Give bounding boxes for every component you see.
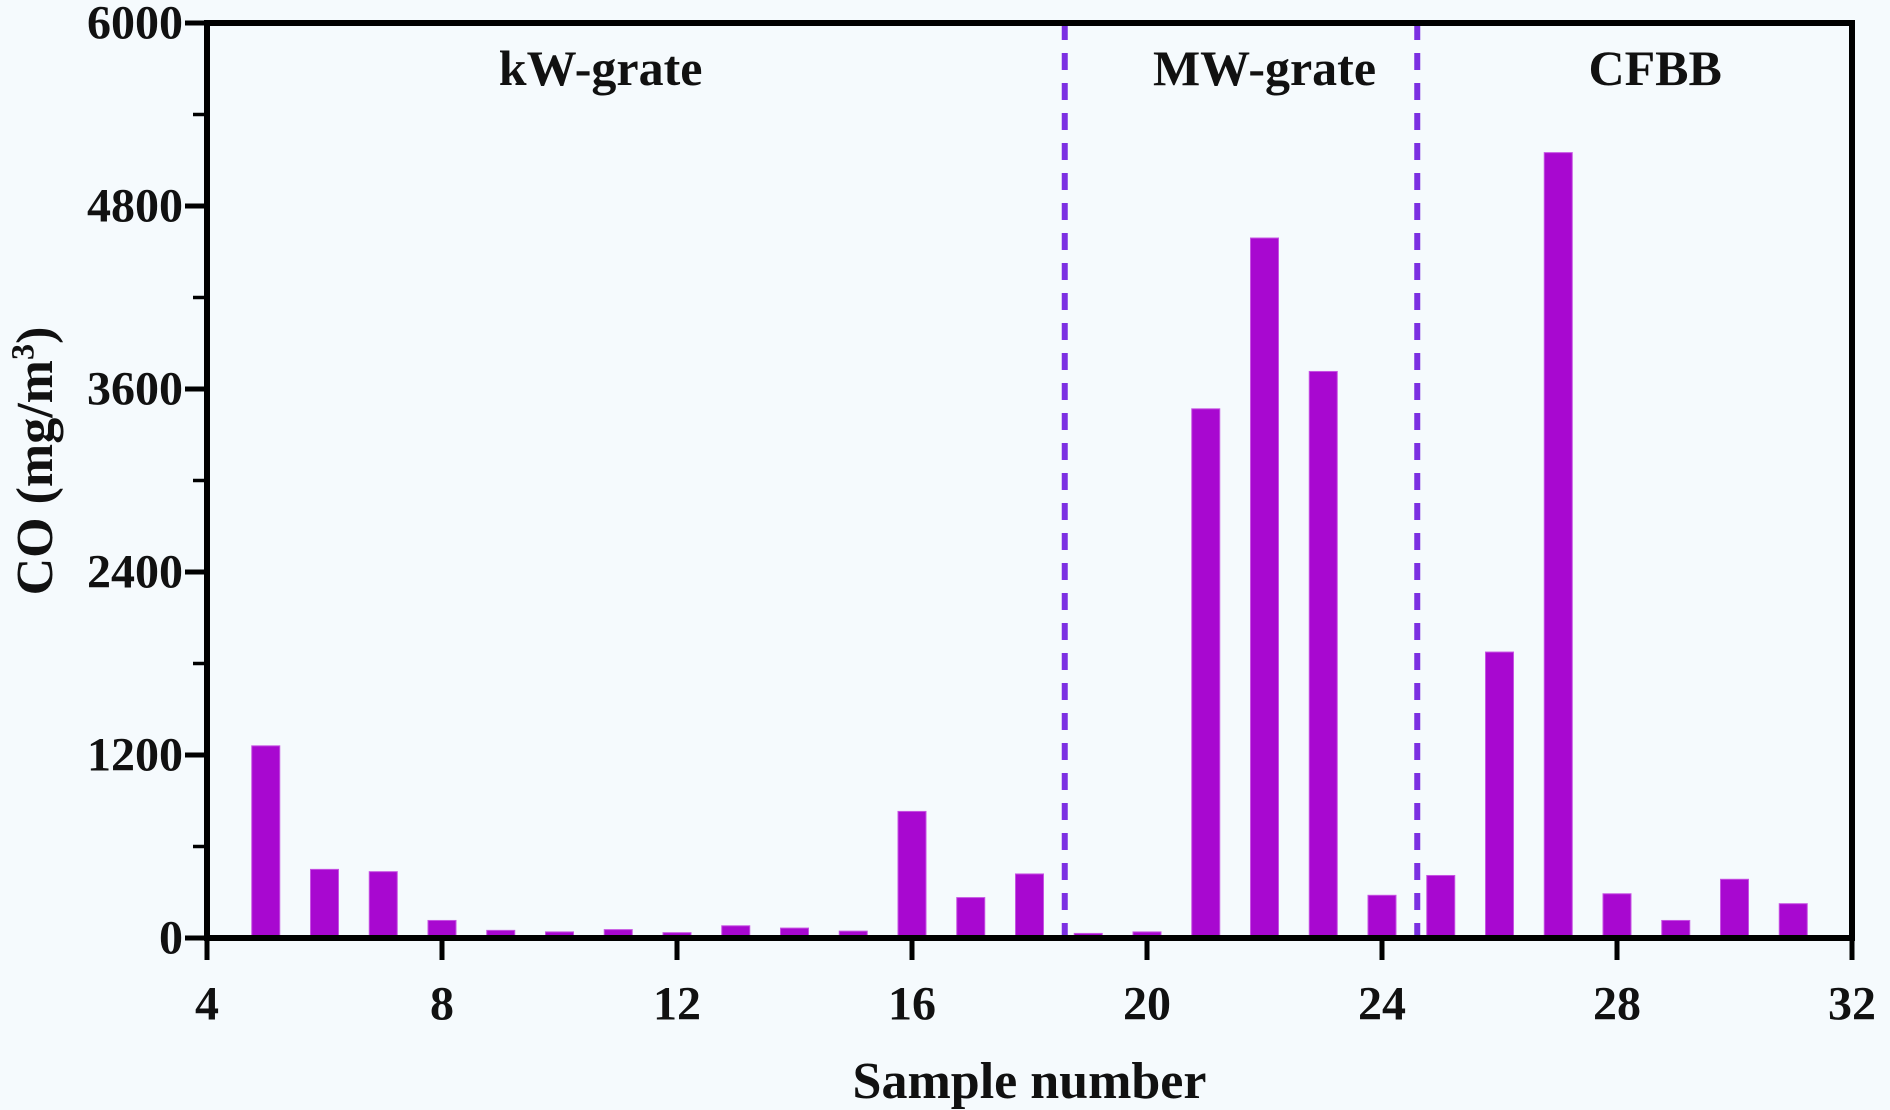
bar-sample-7 — [368, 871, 398, 939]
bar-sample-28 — [1602, 893, 1632, 939]
y-axis-title-suffix: ) — [7, 326, 64, 344]
y-tick-label-3600: 3600 — [87, 363, 183, 416]
bar-sample-16 — [897, 810, 927, 939]
bar-sample-25 — [1426, 874, 1456, 939]
x-tick-label-16: 16 — [888, 978, 936, 1031]
y-tick-label-4800: 4800 — [87, 180, 183, 233]
bar-sample-5 — [251, 745, 281, 939]
x-axis-title: Sample number — [852, 1053, 1207, 1110]
bar-sample-21 — [1191, 408, 1221, 939]
bar-sample-30 — [1720, 878, 1749, 939]
bar-sample-26 — [1485, 651, 1514, 939]
bar-sample-18 — [1015, 873, 1044, 939]
y-axis-title-superscript: 3 — [4, 343, 41, 360]
y-tick-label-0: 0 — [159, 912, 183, 965]
x-tick-label-32: 32 — [1828, 978, 1876, 1031]
y-axis-title: CO (mg/m3) — [5, 326, 64, 595]
y-axis-title-text: CO (mg/m — [7, 359, 64, 595]
bar-sample-22 — [1250, 237, 1279, 939]
x-tick-label-8: 8 — [430, 978, 454, 1031]
x-tick-label-28: 28 — [1593, 978, 1641, 1031]
section-label-cfbb: CFBB — [1588, 40, 1722, 96]
bar-sample-27 — [1543, 152, 1573, 939]
y-tick-label-1200: 1200 — [87, 729, 183, 782]
x-tick-label-20: 20 — [1123, 978, 1171, 1031]
plot-border — [204, 20, 1855, 941]
y-tick-label-6000: 6000 — [87, 0, 183, 50]
x-tick-label-24: 24 — [1358, 978, 1406, 1031]
bar-sample-24 — [1367, 894, 1397, 939]
section-label-mw-grate: MW-grate — [1152, 40, 1377, 96]
x-tick-label-4: 4 — [195, 978, 219, 1031]
bar-sample-6 — [310, 868, 339, 939]
bar-sample-23 — [1308, 370, 1338, 939]
bar-sample-17 — [956, 897, 986, 939]
section-label-kw-grate: kW-grate — [498, 40, 703, 96]
x-tick-label-12: 12 — [653, 978, 701, 1031]
bar-sample-31 — [1778, 903, 1808, 939]
y-tick-label-2400: 2400 — [87, 546, 183, 599]
